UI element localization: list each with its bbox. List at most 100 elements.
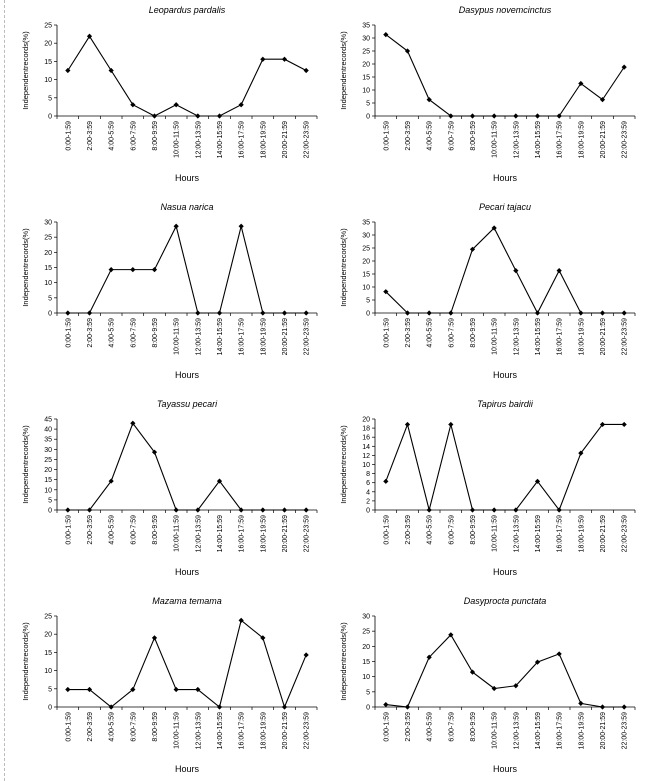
x-tick-label: 0:00-1:59 [65,712,72,742]
x-tick-label: 8:00-9:59 [470,712,477,742]
data-point-marker [578,700,584,706]
y-tick-label: 10 [44,77,52,84]
y-tick-label: 40 [44,427,52,434]
data-point-marker [260,56,266,62]
x-tick-label: 22:00-23:59 [304,318,311,355]
x-tick-label: 22:00-23:59 [622,712,629,749]
x-tick-label: 0:00-1:59 [65,121,72,151]
y-tick-label: 15 [44,477,52,484]
series-line [67,619,307,709]
chart-title: Nasua narica [160,202,213,212]
data-point-marker [260,310,266,316]
x-tick-label: 12:00-13:59 [195,121,202,158]
data-point-marker [238,102,244,108]
x-tick-label: 14:00-15:59 [535,121,542,158]
x-tick-label: 12:00-13:59 [513,121,520,158]
data-point-marker [281,507,288,513]
y-tick-label: 16 [362,435,370,442]
data-point-marker [621,704,627,710]
x-tick-label: 20:00-21:59 [600,712,607,749]
y-tick-label: 20 [362,62,370,69]
x-tick-label: 18:00-19:59 [260,121,267,158]
data-point-marker [173,102,179,108]
data-point-marker [216,478,223,484]
x-tick-label: 18:00-19:59 [260,515,267,552]
x-axis-label: Hours [493,764,518,774]
data-point-marker [426,310,432,316]
x-tick-label: 20:00-21:59 [282,318,289,355]
x-tick-label: 4:00-5:59 [109,515,116,545]
data-point-marker [195,310,201,316]
y-tick-label: 25 [362,49,370,56]
data-point-marker [469,246,476,252]
data-point-marker [303,652,309,658]
x-tick-label: 6:00-7:59 [448,121,455,151]
data-point-marker [383,478,389,484]
chart-panel-6: Mazama temama 0 5 10 15 20 25 0:00-1:59 2:00-3:5… [21,596,318,774]
y-tick-label: 25 [44,23,52,30]
chart-title: Mazama temama [152,596,222,606]
y-tick-label: 0 [366,705,370,712]
x-tick-label: 14:00-15:59 [217,712,224,749]
data-point-marker [578,310,584,316]
y-tick-label: 0 [366,311,370,318]
y-tick-label: 10 [362,462,370,469]
chart-panel-0: Leopardus pardalis 0 5 10 15 20 25 0:00-1:59 2:0… [21,5,318,183]
y-tick-label: 30 [362,233,370,240]
data-point-marker [469,113,476,119]
data-point-marker [404,48,411,54]
data-point-marker [65,67,71,74]
data-point-marker [556,268,562,274]
series-line [385,633,625,708]
x-tick-label: 14:00-15:59 [217,318,224,355]
x-tick-label: 8:00-9:59 [152,121,159,151]
x-tick-label: 12:00-13:59 [513,712,520,749]
data-point-marker [281,56,288,62]
x-tick-label: 0:00-1:59 [383,318,390,348]
data-point-marker [599,310,606,316]
x-tick-label: 16:00-17:59 [557,712,564,749]
x-tick-label: 22:00-23:59 [622,515,629,552]
x-tick-label: 14:00-15:59 [535,318,542,355]
y-tick-label: 5 [48,497,52,504]
data-point-marker [469,507,476,513]
y-tick-label: 0 [48,311,52,318]
x-tick-label: 8:00-9:59 [470,515,477,545]
x-tick-label: 6:00-7:59 [130,121,137,151]
x-tick-label: 0:00-1:59 [383,515,390,545]
y-tick-label: 30 [44,220,52,227]
x-tick-label: 4:00-5:59 [427,515,434,545]
y-tick-label: 0 [366,114,370,121]
x-tick-label: 4:00-5:59 [109,712,116,742]
data-point-marker [404,421,411,428]
x-tick-label: 6:00-7:59 [448,515,455,545]
x-tick-label: 10:00-11:59 [174,712,181,749]
data-point-marker [108,67,114,74]
y-tick-label: 45 [44,417,52,424]
y-tick-label: 5 [48,686,52,693]
data-point-marker [151,635,158,641]
data-point-marker [195,113,201,119]
y-tick-label: 15 [362,272,370,279]
x-axis-label: Hours [175,764,200,774]
chart-panel-5: Tapirus bairdii 0 2 4 6 8 10 12 14 16 18 20 0:00-1:5… [339,399,636,577]
x-tick-label: 18:00-19:59 [578,712,585,749]
x-tick-label: 20:00-21:59 [600,121,607,158]
x-tick-label: 22:00-23:59 [304,515,311,552]
y-tick-label: 18 [362,426,370,433]
y-tick-label: 10 [44,280,52,287]
y-tick-label: 15 [44,59,52,66]
y-tick-label: 20 [44,41,52,48]
y-tick-label: 0 [48,114,52,121]
x-tick-label: 20:00-21:59 [600,515,607,552]
x-tick-label: 6:00-7:59 [130,712,137,742]
y-tick-label: 15 [44,650,52,657]
x-tick-label: 6:00-7:59 [130,515,137,545]
series-line [385,422,625,512]
x-axis-label: Hours [175,173,200,183]
data-point-marker [281,310,288,316]
data-point-marker [173,686,179,693]
y-tick-label: 0 [48,508,52,515]
data-point-marker [303,310,309,316]
x-axis-label: Hours [493,173,518,183]
